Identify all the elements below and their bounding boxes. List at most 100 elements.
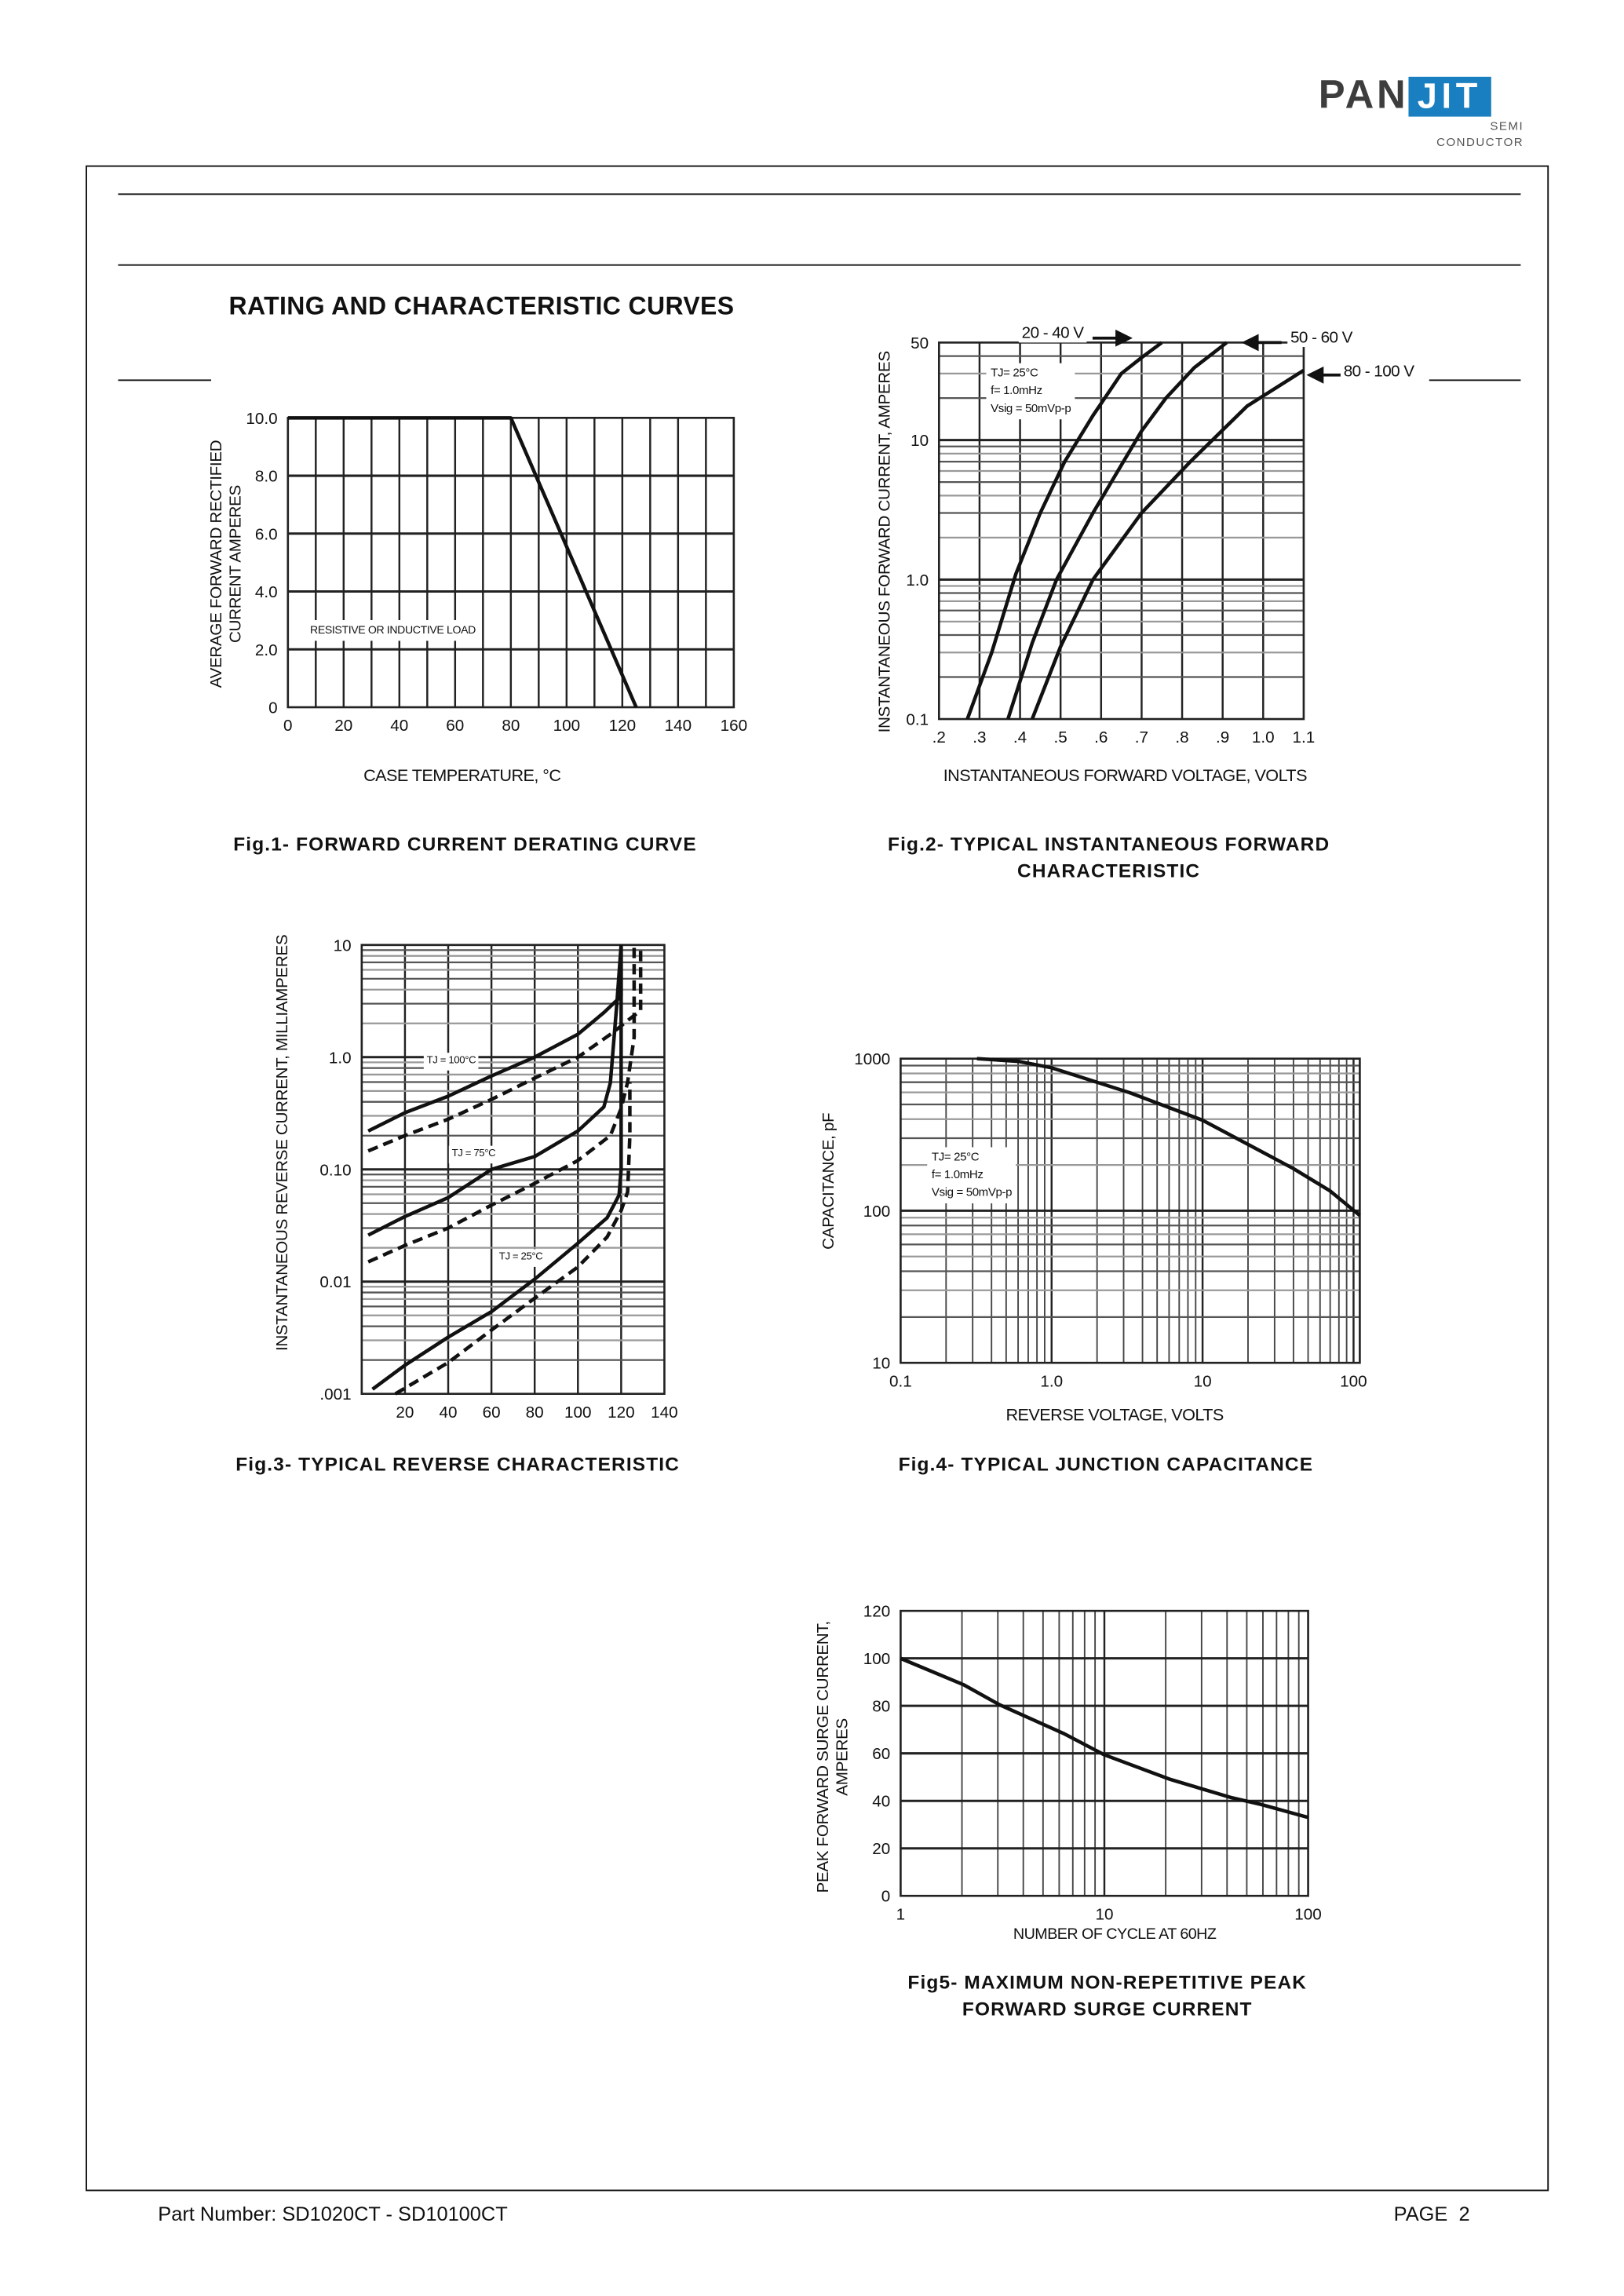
logo-pan-text: PAN [1318,72,1409,117]
fig1-ylabel-line2: CURRENT AMPERES [227,485,246,644]
fig5-ylabel-line2: AMPERES [834,1718,852,1796]
section-title: RATING AND CHARACTERISTIC CURVES [228,292,735,321]
fig5-ytick-label: 100 [863,1650,891,1668]
fig2-series-2 [1030,368,1305,720]
fig1-xtick-label: 20 [334,717,352,735]
fig1-xtick-label: 60 [446,717,464,735]
fig4-condition-vsig: Vsig = 50mVp-p [931,1185,1013,1199]
fig3-series-3 [367,944,637,1264]
fig2-condition-vsig: Vsig = 50mVp-p [991,401,1071,415]
fig2-ytick-label: 1.0 [906,571,929,590]
header-rule-top [118,193,1521,195]
fig5-caption-line2: FORWARD SURGE CURRENT [962,1997,1253,2020]
fig4-xtick-label: 10 [1194,1372,1212,1390]
fig5-xtick-label: 10 [1095,1905,1113,1923]
fig5-series-0 [900,1656,1309,1820]
fig5-xtick-label: 1 [896,1905,906,1923]
fig4-ytick-label: 10 [872,1355,890,1373]
fig4-xtick-label: 100 [1340,1372,1367,1390]
fig1-xlabel: CASE TEMPERATURE, °C [363,768,561,786]
fig1-xtick-label: 80 [502,717,520,735]
fig1-xtick-label: 40 [390,717,408,735]
fig1-ylabel-line1: AVERAGE FORWARD RECTIFIED [208,440,226,688]
fig1-xtick-label: 160 [721,717,748,735]
fig5-ytick-label: 40 [872,1793,890,1811]
fig1-ytick-label: 0 [268,699,278,717]
fig2-series-0 [965,341,1163,720]
fig3-xtick-label: 60 [483,1404,501,1422]
footer-part-number: Part Number: SD1020CT - SD10100CT [158,2203,508,2225]
fig2-ylabel: INSTANTANEOUS FORWARD CURRENT, AMPERES [876,351,894,733]
fig4-plot-frame [900,1057,1361,1364]
arrowhead-20-40v-icon [1115,329,1133,347]
fig1-xtick-label: 140 [665,717,692,735]
fig2-conditions-box: TJ= 25°C f= 1.0mHz Vsig = 50mVp-p [986,363,1076,420]
fig4-condition-temp: TJ= 25°C [931,1150,980,1164]
fig4-ytick-label: 1000 [854,1050,890,1068]
fig2-xtick-label: .4 [1013,728,1027,746]
fig2-condition-temp: TJ= 25°C [991,366,1038,380]
fig2-ytick-label: 50 [911,334,929,352]
fig3-xtick-label: 20 [396,1404,414,1422]
fig3-series-2 [367,944,623,1237]
fig3-chart: 20 40 60 80 100 120 140 .001 0.01 0.10 1.0 10 [319,936,677,1421]
fig2-ytick-label: 10 [911,432,929,450]
fig2-caption-line1: Fig.2- TYPICAL INSTANTANEOUS FORWARD [888,832,1330,856]
arrowhead-50-60v-icon [1241,334,1259,352]
fig3-series-5 [394,1082,632,1396]
fig5-xtick-label: 100 [1294,1905,1322,1923]
fig3-xtick-label: 100 [564,1404,592,1422]
short-rule-right [1429,379,1521,381]
fig4-xtick-label: 0.1 [889,1372,912,1390]
fig1-ytick-label: 6.0 [255,525,278,543]
fig4-ylabel: CAPACITANCE, pF [819,1112,838,1250]
fig3-caption: Fig.3- TYPICAL REVERSE CHARACTERISTIC [235,1452,680,1476]
fig2-xtick-label: .7 [1135,728,1148,746]
fig2-xtick-label: .9 [1216,728,1229,746]
fig4-conditions-box: TJ= 25°C f= 1.0mHz Vsig = 50mVp-p [927,1147,1016,1204]
fig1-chart: 0 20 40 60 80 100 120 140 160 0 2.0 4.0 6.0 8.0 10.0 [246,410,747,735]
fig1-grid [287,418,734,707]
fig3-ytick-label: .001 [319,1385,351,1404]
fig4-grid [900,1058,1360,1363]
fig5-xlabel: NUMBER OF CYCLE AT 60HZ [1013,1925,1217,1944]
fig1-ylabel: AVERAGE FORWARD RECTIFIED CURRENT AMPERE… [208,440,246,688]
fig2-label-20-40v: 20 - 40 V [1018,324,1087,343]
fig3-plot-frame [360,944,666,1395]
fig5-ylabel-line1: PEAK FORWARD SURGE CURRENT, [815,1621,833,1893]
fig4-series-0 [976,1057,1361,1217]
fig2-xtick-label: .2 [932,728,946,746]
fig5-ytick-label: 0 [881,1888,891,1906]
fig2-series-1 [1006,341,1228,720]
fig3-ytick-label: 0.01 [319,1273,351,1291]
fig2-label-80-100v: 80 - 100 V [1340,363,1418,381]
fig2-xtick-label: .3 [973,728,986,746]
fig2-caption: Fig.2- TYPICAL INSTANTANEOUS FORWARD CHA… [888,831,1330,885]
fig5-caption: Fig5- MAXIMUM NON-REPETITIVE PEAK FORWAR… [907,1969,1307,2023]
fig3-xtick-label: 80 [526,1404,544,1422]
fig4-condition-freq: f= 1.0mHz [931,1167,984,1181]
fig1-ytick-label: 10.0 [246,410,277,428]
fig3-xtick-label: 120 [608,1404,635,1422]
fig1-ytick-label: 8.0 [255,468,278,486]
fig1-xtick-label: 120 [609,717,637,735]
fig3-ylabel: INSTANTANEOUS REVERSE CURRENT, MILLIAMPE… [273,934,292,1352]
logo-jit-text: JIT [1408,76,1491,117]
fig5-ylabel: PEAK FORWARD SURGE CURRENT, AMPERES [815,1621,853,1893]
fig3-label-25c: TJ = 25°C [496,1249,546,1267]
fig3-ytick-label: 0.10 [319,1161,351,1179]
fig2-label-50-60v: 50 - 60 V [1287,329,1356,348]
fig2-xtick-label: .5 [1054,728,1067,746]
header-rule-bottom [118,264,1521,266]
fig5-ytick-label: 80 [872,1698,890,1716]
fig2-xtick-label: .8 [1175,728,1188,746]
fig1-series-0 [287,416,638,708]
fig5-plot-frame [900,1609,1309,1897]
fig4-chart: 0.1 1.0 10 100 10 100 1000 [854,1050,1367,1390]
fig1-ytick-label: 2.0 [255,641,278,659]
logo-conductor: CONDUCTOR [1436,136,1524,149]
fig3-ytick-label: 10 [334,936,352,955]
fig4-xlabel: REVERSE VOLTAGE, VOLTS [1005,1407,1224,1425]
